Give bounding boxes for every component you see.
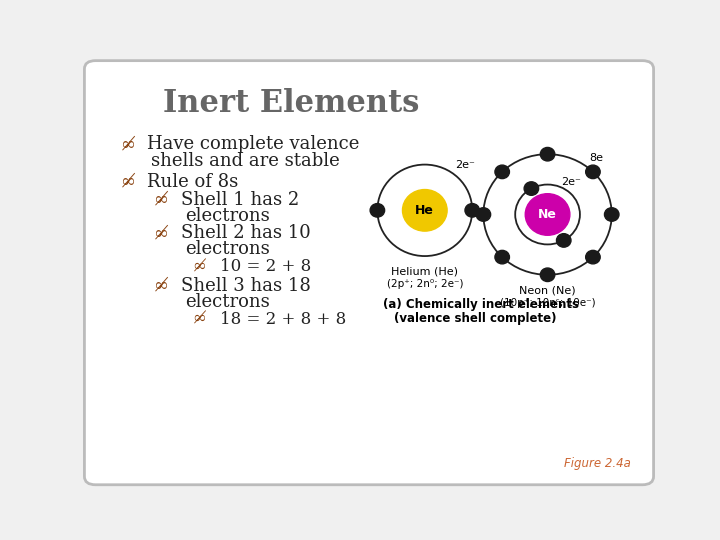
Text: (10p⁺; 10nᶜ; 10e⁻): (10p⁺; 10nᶜ; 10e⁻) <box>500 298 595 308</box>
Text: shells and are stable: shells and are stable <box>151 152 340 170</box>
Text: ∞̸: ∞̸ <box>154 224 169 242</box>
Text: ∞̸: ∞̸ <box>154 191 169 209</box>
Text: 10 = 2 + 8: 10 = 2 + 8 <box>220 258 311 275</box>
Text: electrons: electrons <box>185 293 269 311</box>
Text: ∞̸: ∞̸ <box>154 277 169 295</box>
Ellipse shape <box>540 268 555 281</box>
Ellipse shape <box>585 251 600 264</box>
Text: Helium (He): Helium (He) <box>391 266 459 276</box>
Text: Have complete valence: Have complete valence <box>148 136 360 153</box>
Text: 18 = 2 + 8 + 8: 18 = 2 + 8 + 8 <box>220 311 346 328</box>
Text: 2e⁻: 2e⁻ <box>562 178 581 187</box>
Text: Shell 3 has 18: Shell 3 has 18 <box>181 277 311 295</box>
Ellipse shape <box>495 165 510 179</box>
Text: ∞̸: ∞̸ <box>121 136 135 153</box>
Ellipse shape <box>465 204 480 217</box>
Text: (a) Chemically inert elements: (a) Chemically inert elements <box>383 298 579 310</box>
Text: 2e⁻: 2e⁻ <box>456 160 475 170</box>
Text: 8e: 8e <box>590 152 603 163</box>
Text: Figure 2.4a: Figure 2.4a <box>564 457 631 470</box>
FancyBboxPatch shape <box>84 60 654 485</box>
Ellipse shape <box>524 182 539 195</box>
Ellipse shape <box>370 204 384 217</box>
Text: ∞̸: ∞̸ <box>121 173 135 191</box>
Text: Shell 1 has 2: Shell 1 has 2 <box>181 191 300 209</box>
Text: electrons: electrons <box>185 240 269 258</box>
Text: Shell 2 has 10: Shell 2 has 10 <box>181 224 311 242</box>
Ellipse shape <box>495 251 510 264</box>
Text: (valence shell complete): (valence shell complete) <box>394 312 557 325</box>
Text: Neon (Ne): Neon (Ne) <box>519 285 576 295</box>
Text: electrons: electrons <box>185 207 269 225</box>
Ellipse shape <box>605 208 619 221</box>
Ellipse shape <box>476 208 490 221</box>
Ellipse shape <box>585 165 600 179</box>
Ellipse shape <box>540 147 555 161</box>
Text: He: He <box>415 204 434 217</box>
Text: (2p⁺; 2n⁰; 2e⁻): (2p⁺; 2n⁰; 2e⁻) <box>387 279 463 289</box>
Text: Ne: Ne <box>538 208 557 221</box>
Text: Rule of 8s: Rule of 8s <box>148 173 239 191</box>
Text: Inert Elements: Inert Elements <box>163 87 419 119</box>
Ellipse shape <box>557 234 571 247</box>
Text: ∞̸: ∞̸ <box>193 311 207 328</box>
Ellipse shape <box>402 190 447 231</box>
Text: ∞̸: ∞̸ <box>193 258 207 275</box>
Ellipse shape <box>525 194 570 235</box>
